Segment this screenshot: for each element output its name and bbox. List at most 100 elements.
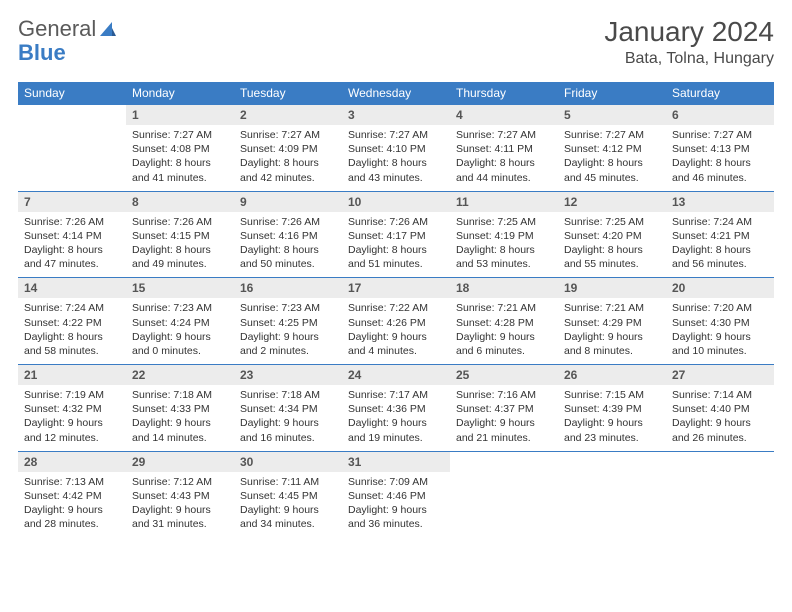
daylight-line2: and 58 minutes. <box>24 344 120 358</box>
calendar-day-cell: 27Sunrise: 7:14 AMSunset: 4:40 PMDayligh… <box>666 365 774 452</box>
weekday-header: Tuesday <box>234 82 342 105</box>
day-details: Sunrise: 7:11 AMSunset: 4:45 PMDaylight:… <box>234 472 342 538</box>
day-details: Sunrise: 7:27 AMSunset: 4:08 PMDaylight:… <box>126 125 234 191</box>
calendar-day-cell: 12Sunrise: 7:25 AMSunset: 4:20 PMDayligh… <box>558 191 666 278</box>
calendar-day-cell: 20Sunrise: 7:20 AMSunset: 4:30 PMDayligh… <box>666 278 774 365</box>
sunrise-text: Sunrise: 7:26 AM <box>240 215 336 229</box>
logo-line2: Blue <box>18 40 66 66</box>
calendar-day-cell: 24Sunrise: 7:17 AMSunset: 4:36 PMDayligh… <box>342 365 450 452</box>
day-number: 14 <box>18 278 126 298</box>
calendar-day-cell: 11Sunrise: 7:25 AMSunset: 4:19 PMDayligh… <box>450 191 558 278</box>
daylight-line1: Daylight: 8 hours <box>348 243 444 257</box>
daylight-line1: Daylight: 8 hours <box>132 156 228 170</box>
sunset-text: Sunset: 4:33 PM <box>132 402 228 416</box>
sunset-text: Sunset: 4:24 PM <box>132 316 228 330</box>
daylight-line1: Daylight: 9 hours <box>240 416 336 430</box>
day-number: 31 <box>342 452 450 472</box>
sunset-text: Sunset: 4:43 PM <box>132 489 228 503</box>
calendar-day-cell <box>666 451 774 537</box>
daylight-line1: Daylight: 8 hours <box>672 243 768 257</box>
day-number: 11 <box>450 192 558 212</box>
daylight-line2: and 4 minutes. <box>348 344 444 358</box>
day-details: Sunrise: 7:22 AMSunset: 4:26 PMDaylight:… <box>342 298 450 364</box>
calendar-week-row: 1Sunrise: 7:27 AMSunset: 4:08 PMDaylight… <box>18 105 774 192</box>
daylight-line1: Daylight: 9 hours <box>132 416 228 430</box>
day-details: Sunrise: 7:23 AMSunset: 4:25 PMDaylight:… <box>234 298 342 364</box>
daylight-line1: Daylight: 8 hours <box>348 156 444 170</box>
sunset-text: Sunset: 4:08 PM <box>132 142 228 156</box>
day-number: 15 <box>126 278 234 298</box>
calendar-week-row: 21Sunrise: 7:19 AMSunset: 4:32 PMDayligh… <box>18 365 774 452</box>
day-details: Sunrise: 7:19 AMSunset: 4:32 PMDaylight:… <box>18 385 126 451</box>
day-number: 13 <box>666 192 774 212</box>
calendar-day-cell: 18Sunrise: 7:21 AMSunset: 4:28 PMDayligh… <box>450 278 558 365</box>
day-number: 29 <box>126 452 234 472</box>
weekday-header: Sunday <box>18 82 126 105</box>
sunset-text: Sunset: 4:29 PM <box>564 316 660 330</box>
logo-part1: General <box>18 16 96 42</box>
sunset-text: Sunset: 4:14 PM <box>24 229 120 243</box>
sunrise-text: Sunrise: 7:27 AM <box>564 128 660 142</box>
daylight-line1: Daylight: 8 hours <box>672 156 768 170</box>
daylight-line1: Daylight: 9 hours <box>564 416 660 430</box>
day-details: Sunrise: 7:27 AMSunset: 4:13 PMDaylight:… <box>666 125 774 191</box>
day-details: Sunrise: 7:17 AMSunset: 4:36 PMDaylight:… <box>342 385 450 451</box>
day-details: Sunrise: 7:18 AMSunset: 4:33 PMDaylight:… <box>126 385 234 451</box>
daylight-line2: and 8 minutes. <box>564 344 660 358</box>
day-details: Sunrise: 7:26 AMSunset: 4:14 PMDaylight:… <box>18 212 126 278</box>
sunrise-text: Sunrise: 7:21 AM <box>564 301 660 315</box>
calendar-day-cell: 19Sunrise: 7:21 AMSunset: 4:29 PMDayligh… <box>558 278 666 365</box>
daylight-line2: and 36 minutes. <box>348 517 444 531</box>
daylight-line2: and 44 minutes. <box>456 171 552 185</box>
daylight-line2: and 12 minutes. <box>24 431 120 445</box>
calendar-day-cell: 13Sunrise: 7:24 AMSunset: 4:21 PMDayligh… <box>666 191 774 278</box>
calendar-day-cell: 15 Sunrise: 7:23 AMSunset: 4:24 PMDayligh… <box>126 278 234 365</box>
daylight-line1: Daylight: 9 hours <box>348 503 444 517</box>
daylight-line2: and 43 minutes. <box>348 171 444 185</box>
day-details: Sunrise: 7:09 AMSunset: 4:46 PMDaylight:… <box>342 472 450 538</box>
day-details: Sunrise: 7:18 AMSunset: 4:34 PMDaylight:… <box>234 385 342 451</box>
sunrise-text: Sunrise: 7:23 AM <box>132 301 228 315</box>
day-details: Sunrise: 7:21 AMSunset: 4:28 PMDaylight:… <box>450 298 558 364</box>
daylight-line2: and 21 minutes. <box>456 431 552 445</box>
sunset-text: Sunset: 4:32 PM <box>24 402 120 416</box>
daylight-line2: and 0 minutes. <box>132 344 228 358</box>
sunrise-text: Sunrise: 7:16 AM <box>456 388 552 402</box>
daylight-line1: Daylight: 9 hours <box>132 330 228 344</box>
day-details: Sunrise: 7:15 AMSunset: 4:39 PMDaylight:… <box>558 385 666 451</box>
daylight-line2: and 34 minutes. <box>240 517 336 531</box>
day-number: 7 <box>18 192 126 212</box>
sunrise-text: Sunrise: 7:24 AM <box>24 301 120 315</box>
sunrise-text: Sunrise: 7:21 AM <box>456 301 552 315</box>
sunrise-text: Sunrise: 7:27 AM <box>672 128 768 142</box>
calendar-day-cell: 21Sunrise: 7:19 AMSunset: 4:32 PMDayligh… <box>18 365 126 452</box>
calendar-day-cell: 23Sunrise: 7:18 AMSunset: 4:34 PMDayligh… <box>234 365 342 452</box>
day-number: 10 <box>342 192 450 212</box>
daylight-line1: Daylight: 8 hours <box>240 243 336 257</box>
calendar-day-cell: 26Sunrise: 7:15 AMSunset: 4:39 PMDayligh… <box>558 365 666 452</box>
sunset-text: Sunset: 4:28 PM <box>456 316 552 330</box>
sunrise-text: Sunrise: 7:20 AM <box>672 301 768 315</box>
sunset-text: Sunset: 4:42 PM <box>24 489 120 503</box>
calendar-week-row: 7Sunrise: 7:26 AMSunset: 4:14 PMDaylight… <box>18 191 774 278</box>
calendar-day-cell <box>558 451 666 537</box>
sunset-text: Sunset: 4:37 PM <box>456 402 552 416</box>
month-title: January 2024 <box>604 16 774 48</box>
sunrise-text: Sunrise: 7:11 AM <box>240 475 336 489</box>
day-details: Sunrise: 7:25 AMSunset: 4:19 PMDaylight:… <box>450 212 558 278</box>
weekday-header: Saturday <box>666 82 774 105</box>
day-number: 18 <box>450 278 558 298</box>
sunset-text: Sunset: 4:30 PM <box>672 316 768 330</box>
daylight-line1: Daylight: 8 hours <box>240 156 336 170</box>
title-block: January 2024 Bata, Tolna, Hungary <box>604 16 774 68</box>
day-details: Sunrise: 7:14 AMSunset: 4:40 PMDaylight:… <box>666 385 774 451</box>
sunset-text: Sunset: 4:39 PM <box>564 402 660 416</box>
day-details: Sunrise: 7:12 AMSunset: 4:43 PMDaylight:… <box>126 472 234 538</box>
daylight-line1: Daylight: 9 hours <box>672 330 768 344</box>
sunset-text: Sunset: 4:21 PM <box>672 229 768 243</box>
weekday-header: Thursday <box>450 82 558 105</box>
calendar-day-cell: 3Sunrise: 7:27 AMSunset: 4:10 PMDaylight… <box>342 105 450 192</box>
day-number: 9 <box>234 192 342 212</box>
sunset-text: Sunset: 4:09 PM <box>240 142 336 156</box>
daylight-line2: and 46 minutes. <box>672 171 768 185</box>
